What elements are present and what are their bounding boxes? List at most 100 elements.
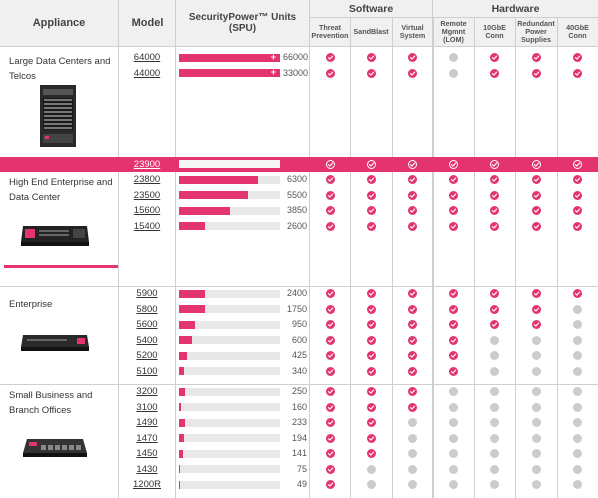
spu-bar	[179, 305, 280, 313]
spu-bar-fill	[179, 367, 185, 375]
segment-label: Small Business and Branch Offices	[9, 390, 93, 416]
unavailable-dot-icon	[573, 418, 582, 427]
check-icon	[408, 221, 417, 231]
segment-label: High End Enterprise and Data Center	[9, 177, 113, 203]
spu-bar	[179, 320, 280, 329]
model-link-1430[interactable]: 1430	[136, 463, 158, 475]
spu-bar-fill	[179, 434, 185, 442]
check-icon	[531, 53, 541, 62]
spu-value: 141	[291, 448, 307, 458]
check-icon	[531, 304, 541, 314]
spu-bar	[179, 160, 280, 168]
model-link-5200[interactable]: 5200	[136, 350, 158, 361]
model-link-1450[interactable]: 1450	[136, 448, 158, 459]
feature-header-4: Remote Mgmnt (LOM)	[440, 18, 467, 44]
spu-bar-fill	[179, 449, 184, 458]
unavailable-dot-icon	[449, 464, 458, 474]
model-link-5900[interactable]: 5900	[136, 288, 158, 299]
check-icon	[325, 320, 335, 329]
check-icon	[325, 402, 335, 412]
check-icon	[408, 387, 417, 396]
unavailable-dot-icon	[408, 433, 417, 443]
unavailable-dot-icon	[490, 480, 499, 489]
spu-bar: +	[179, 52, 280, 62]
model-link-15400[interactable]: 15400	[133, 220, 161, 232]
model-link-64000[interactable]: 64000	[133, 52, 161, 63]
model-link-1200R[interactable]: 1200R	[133, 479, 161, 490]
check-icon	[366, 289, 376, 298]
spu-bar-fill	[179, 53, 280, 62]
grid-divider	[0, 286, 598, 287]
unavailable-dot-icon	[408, 480, 417, 489]
spu-plus-sign: +	[270, 67, 276, 77]
check-icon	[573, 175, 582, 184]
check-icon	[490, 190, 499, 200]
check-icon	[408, 159, 417, 169]
check-icon	[449, 289, 458, 298]
appliance-2u-icon	[19, 220, 91, 253]
model-link-1490[interactable]: 1490	[136, 417, 158, 428]
spu-value: 66000	[283, 52, 309, 62]
check-icon	[573, 53, 582, 62]
unavailable-dot-icon	[490, 418, 499, 427]
spu-bar-fill	[179, 465, 180, 473]
unavailable-dot-icon	[531, 464, 541, 474]
spu-bar-fill	[179, 320, 196, 329]
appliance-1u-icon	[19, 331, 91, 358]
segment-label: Enterprise	[9, 299, 53, 310]
check-icon	[366, 449, 376, 458]
check-icon	[531, 206, 541, 215]
check-icon	[408, 53, 417, 62]
check-icon	[325, 175, 335, 184]
unavailable-dot-icon	[449, 433, 458, 443]
spu-bar	[179, 367, 280, 375]
unavailable-dot-icon	[366, 464, 376, 474]
model-link-23900[interactable]: 23900	[133, 158, 161, 170]
spu-bar	[179, 403, 280, 411]
check-icon	[325, 449, 335, 458]
model-link-1470[interactable]: 1470	[136, 432, 158, 444]
model-link-5800[interactable]: 5800	[136, 303, 158, 315]
model-link-3100[interactable]: 3100	[136, 401, 158, 413]
check-icon	[490, 206, 499, 215]
spu-bar	[179, 336, 280, 344]
model-link-5600[interactable]: 5600	[136, 319, 158, 330]
spu-value: 250	[291, 386, 307, 396]
spu-bar-fill	[179, 289, 206, 298]
unavailable-dot-icon	[573, 433, 582, 443]
model-link-3200[interactable]: 3200	[136, 386, 158, 397]
check-icon	[408, 175, 417, 184]
check-icon	[408, 335, 417, 345]
check-icon	[531, 68, 541, 78]
model-link-23800[interactable]: 23800	[133, 174, 161, 185]
spu-value: 75	[296, 463, 307, 474]
check-icon	[490, 289, 499, 298]
check-icon	[408, 68, 417, 78]
check-icon	[325, 464, 335, 474]
spu-bar	[179, 222, 280, 230]
appliance-header: Appliance	[32, 17, 86, 29]
model-link-23500[interactable]: 23500	[133, 189, 161, 201]
check-icon	[366, 159, 376, 169]
spu-value: 160	[291, 401, 307, 412]
check-icon	[531, 190, 541, 200]
model-link-44000[interactable]: 44000	[133, 67, 161, 79]
table-header	[0, 0, 598, 46]
model-link-5100[interactable]: 5100	[136, 365, 158, 377]
check-icon	[573, 206, 582, 215]
grid-divider	[350, 17, 351, 498]
check-icon	[325, 289, 335, 298]
spu-value: 1750	[286, 303, 307, 314]
check-icon	[490, 53, 499, 62]
unavailable-dot-icon	[573, 480, 582, 489]
model-link-5400[interactable]: 5400	[136, 334, 158, 346]
check-icon	[449, 221, 458, 231]
unavailable-dot-icon	[449, 449, 458, 458]
feature-header-7: 40GbE Conn	[566, 22, 589, 40]
model-link-15600[interactable]: 15600	[133, 205, 161, 216]
hardware-group-header: Hardware	[491, 2, 540, 15]
software-group-header: Software	[348, 2, 394, 15]
check-icon	[325, 206, 335, 215]
check-icon	[366, 53, 376, 62]
unavailable-dot-icon	[531, 402, 541, 412]
